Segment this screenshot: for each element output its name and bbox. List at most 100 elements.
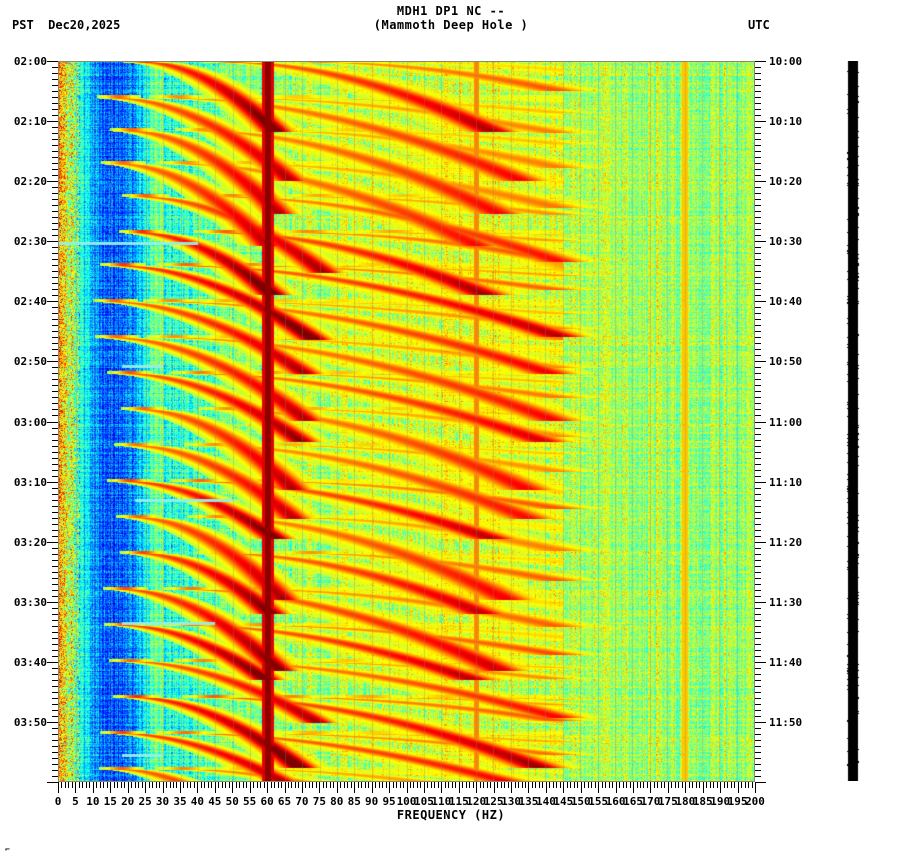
left-axis-minor-tick [52,578,58,579]
frequency-major-tick [407,782,408,793]
frequency-tick-label: 175 [657,795,678,808]
right-axis-minor-tick [755,259,761,260]
right-axis-minor-tick [755,91,761,92]
frequency-minor-tick [539,782,540,788]
frequency-tick-label: 20 [121,795,135,808]
right-axis-minor-tick [755,452,761,453]
frequency-major-tick [494,782,495,793]
left-axis-minor-tick [52,464,58,465]
left-axis-minor-tick [52,572,58,573]
frequency-tick-label: 50 [225,795,239,808]
frequency-major-tick [302,782,303,793]
spectrogram-image [59,62,754,781]
right-axis-minor-tick [755,626,761,627]
spectrogram-plot[interactable] [58,61,755,782]
left-time-tick-label: 02:00 [13,55,47,68]
frequency-tick-label: 115 [448,795,469,808]
frequency-minor-tick [623,782,624,788]
right-time-tick-label: 11:20 [769,535,803,549]
frequency-minor-tick [445,782,446,788]
left-axis-minor-tick [52,337,58,338]
frequency-tick-label: 140 [535,795,556,808]
right-time-tick-label: 10:20 [769,175,803,189]
right-axis-minor-tick [755,770,761,771]
right-axis-minor-tick [755,470,761,471]
right-axis-minor-tick [755,175,761,176]
left-axis-minor-tick [52,428,58,429]
left-axis-minor-tick [52,343,58,344]
frequency-minor-tick [640,782,641,788]
frequency-minor-tick [553,782,554,788]
left-axis-minor-tick [52,470,58,471]
left-axis-minor-tick [52,79,58,80]
frequency-minor-tick [152,782,153,788]
left-axis-minor-tick [52,458,58,459]
left-time-tick-label: 02:40 [13,295,47,309]
frequency-minor-tick [347,782,348,788]
left-time-tick-label: 03:40 [13,655,47,669]
left-axis-minor-tick [52,133,58,134]
frequency-minor-tick [637,782,638,788]
frequency-minor-tick [724,782,725,788]
frequency-major-tick [110,782,111,793]
frequency-minor-tick [260,782,261,788]
right-axis-minor-tick [755,446,761,447]
amplitude-trace-strip [846,61,860,781]
right-axis-minor-tick [755,776,761,777]
left-axis-major-tick [47,121,58,122]
frequency-tick-label: 5 [72,795,79,808]
right-axis-minor-tick [755,379,761,380]
frequency-minor-tick [316,782,317,788]
frequency-minor-tick [344,782,345,788]
right-axis-minor-tick [755,337,761,338]
left-axis-minor-tick [52,403,58,404]
frequency-minor-tick [330,782,331,788]
frequency-major-tick [668,782,669,793]
left-axis-minor-tick [52,247,58,248]
right-axis-minor-tick [755,385,761,386]
frequency-minor-tick [734,782,735,788]
right-axis-minor-tick [755,109,761,110]
right-axis-minor-tick [755,205,761,206]
right-axis-minor-tick [755,494,761,495]
right-axis-minor-tick [755,704,761,705]
frequency-minor-tick [379,782,380,788]
right-axis-minor-tick [755,73,761,74]
frequency-minor-tick [518,782,519,788]
frequency-major-tick [232,782,233,793]
right-axis-minor-tick [755,247,761,248]
right-axis-minor-tick [755,391,761,392]
right-axis-minor-tick [755,199,761,200]
left-axis-major-tick [47,241,58,242]
frequency-major-tick [267,782,268,793]
frequency-minor-tick [400,782,401,788]
right-axis-minor-tick [755,271,761,272]
frequency-tick-label: 40 [190,795,205,808]
frequency-minor-tick [542,782,543,788]
left-axis-minor-tick [52,235,58,236]
frequency-major-tick [703,782,704,793]
right-axis-minor-tick [755,488,761,489]
frequency-major-tick [424,782,425,793]
frequency-tick-label: 45 [208,795,222,808]
frequency-tick-label: 190 [710,795,731,808]
right-axis-minor-tick [755,752,761,753]
left-axis-minor-tick [52,656,58,657]
frequency-major-tick [285,782,286,793]
frequency-minor-tick [361,782,362,788]
frequency-minor-tick [68,782,69,788]
left-axis-minor-tick [52,644,58,645]
right-axis-minor-tick [755,115,761,116]
frequency-minor-tick [438,782,439,788]
left-axis-major-tick [47,542,58,543]
right-axis-minor-tick [755,698,761,699]
right-axis-minor-tick [755,307,761,308]
left-axis-minor-tick [52,139,58,140]
left-axis-minor-tick [52,127,58,128]
left-axis-minor-tick [52,385,58,386]
left-axis-minor-tick [52,548,58,549]
frequency-tick-label: 95 [382,795,396,808]
frequency-minor-tick [413,782,414,788]
left-axis-minor-tick [52,686,58,687]
left-axis-minor-tick [52,187,58,188]
